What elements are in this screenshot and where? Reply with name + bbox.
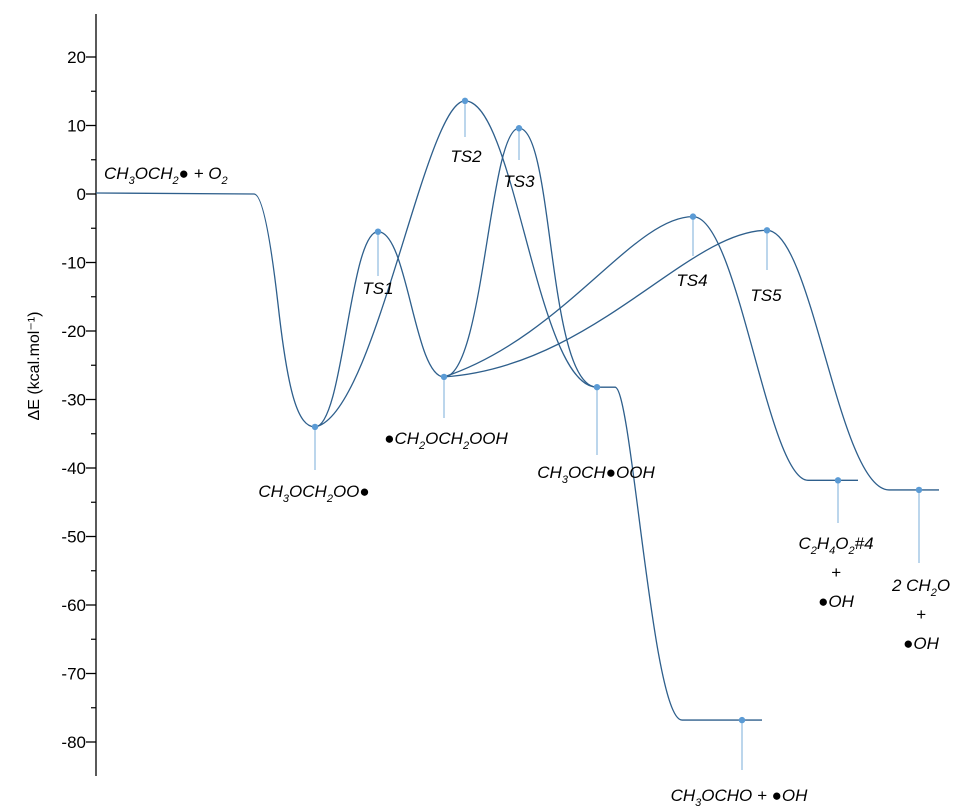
label-text: O: [937, 576, 950, 595]
label-text: H: [817, 534, 830, 553]
y-tick-label: -20: [61, 322, 86, 341]
label-text: OCH: [289, 482, 328, 501]
label-text: C: [798, 534, 811, 553]
point-ts2: [461, 97, 469, 105]
label-text: CH: [671, 786, 696, 805]
species-labels: CH3OCH2● + O2CH3OCH2OO●TS1●CH2OCH2OOHTS2…: [104, 147, 950, 807]
pathway-r-to-i1: [95, 192, 316, 428]
species-label-i1: CH3OCH2OO●: [258, 482, 369, 505]
species-label-ts4: TS4: [676, 271, 707, 290]
point-i1: [311, 423, 319, 431]
subscript: 2: [220, 175, 227, 187]
subscript: 2: [930, 587, 937, 599]
point-ts3: [515, 125, 523, 132]
pathway-i2-ts3-i3: [443, 127, 598, 388]
point-ts5: [763, 227, 771, 234]
y-axis-title: ΔE (kcal.mol⁻¹): [26, 312, 43, 421]
point-ts1: [374, 228, 382, 235]
label-text: OOH: [469, 429, 508, 448]
label-text: ●OH: [818, 592, 854, 611]
subscript: 3: [695, 797, 702, 807]
y-tick-label: -10: [61, 254, 86, 273]
point-p1: [738, 716, 746, 724]
y-tick-label: -80: [61, 733, 86, 752]
species-label-ts2: TS2: [450, 147, 482, 166]
pathway-i2-ts5-p3: [443, 229, 939, 491]
species-label-ts5: TS5: [750, 286, 782, 305]
label-text: CH: [537, 463, 562, 482]
y-tick-label: 10: [67, 117, 86, 136]
subscript: 3: [129, 175, 136, 187]
species-label-p3: +: [916, 605, 926, 624]
species-label-p2: C2H4O2#4: [798, 534, 873, 557]
species-label-p3: 2 CH2O: [891, 576, 950, 599]
subscript: 2: [462, 440, 469, 452]
label-text: 2 CH: [891, 576, 931, 595]
y-tick-label: 20: [67, 48, 86, 67]
point-i2: [440, 373, 448, 381]
y-tick-label: -60: [61, 596, 86, 615]
subscript: 2: [326, 493, 333, 505]
species-label-p2: ●OH: [818, 592, 854, 611]
label-text: TS3: [503, 172, 535, 191]
species-label-p3: ●OH: [903, 634, 939, 653]
label-text: OCH●OOH: [568, 463, 655, 482]
point-p3: [915, 486, 923, 494]
label-text: ●OH: [903, 634, 939, 653]
y-tick-label: -70: [61, 665, 86, 684]
label-leaders: [314, 100, 920, 770]
label-text: TS5: [750, 286, 782, 305]
y-axis: 20 10 0 -10 -20 -30 -40 -50 -60 -70 -80 ΔE (kcal.mo…: [26, 14, 97, 776]
label-text: OO●: [333, 482, 370, 501]
pathway-i1-ts2-i3-p1: [314, 100, 762, 721]
pathway-i1-ts1-i2: [314, 231, 445, 428]
label-text: #4: [855, 534, 874, 553]
point-i3: [593, 383, 601, 391]
species-points: [311, 97, 923, 724]
label-text: TS4: [676, 271, 707, 290]
label-text: ●CH: [384, 429, 420, 448]
label-text: TS2: [450, 147, 482, 166]
label-text: +: [831, 563, 841, 582]
subscript: 4: [829, 545, 835, 557]
point-ts4: [689, 213, 697, 220]
subscript: 2: [848, 545, 855, 557]
species-label-p1: CH3OCHO + ●OH: [671, 786, 809, 807]
label-text: OCH: [425, 429, 464, 448]
label-text: +: [916, 605, 926, 624]
label-text: OCH: [135, 164, 174, 183]
species-label-p2: +: [831, 563, 841, 582]
point-p2: [834, 477, 842, 484]
label-text: O: [835, 534, 848, 553]
y-tick-label: -40: [61, 459, 86, 478]
subscript: 3: [283, 493, 290, 505]
subscript: 2: [171, 175, 178, 187]
label-text: TS1: [362, 279, 393, 298]
label-text: OCHO + ●OH: [701, 786, 808, 805]
label-text: CH: [258, 482, 283, 501]
y-tick-label: -50: [61, 528, 86, 547]
species-label-i3: CH3OCH●OOH: [537, 463, 655, 486]
y-tick-label: -30: [61, 391, 86, 410]
species-label-ts3: TS3: [503, 172, 535, 191]
label-text: CH: [104, 164, 129, 183]
species-label-r: CH3OCH2● + O2: [104, 164, 228, 187]
pathway-curves: [95, 100, 939, 721]
label-text: ● + O: [179, 164, 222, 183]
y-tick-label: 0: [77, 185, 86, 204]
species-label-i2: ●CH2OCH2OOH: [384, 429, 508, 452]
subscript: 2: [810, 545, 817, 557]
subscript: 2: [418, 440, 425, 452]
species-label-ts1: TS1: [362, 279, 393, 298]
subscript: 3: [562, 474, 569, 486]
